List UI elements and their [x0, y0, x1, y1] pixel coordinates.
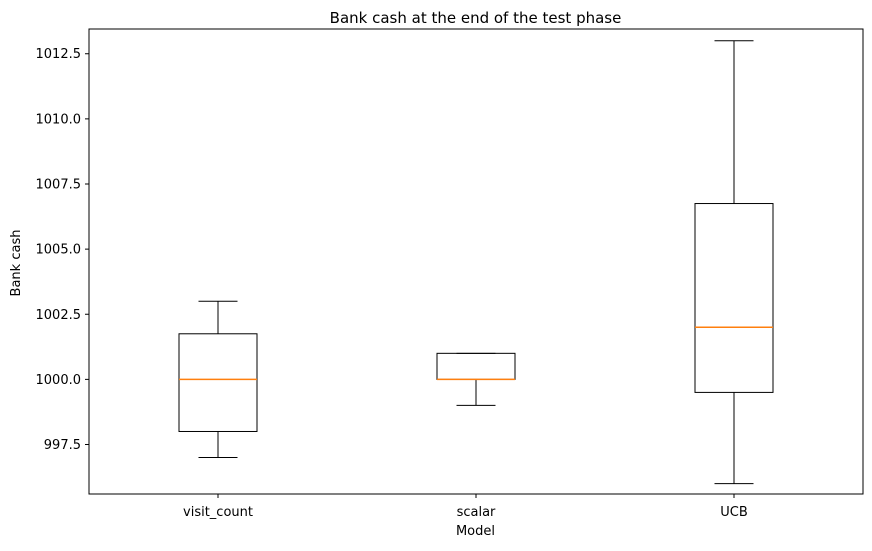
- box-iqr: [694, 203, 774, 393]
- x-axis-label: Model: [456, 524, 495, 539]
- axes-frame: [88, 28, 864, 495]
- y-tick-label: 1007.5: [36, 178, 82, 193]
- box-iqr: [436, 352, 516, 380]
- x-tick-label: UCB: [720, 505, 748, 520]
- chart-title: Bank cash at the end of the test phase: [330, 9, 622, 27]
- y-tick-label: 1005.0: [36, 243, 82, 258]
- y-tick-label: 1000.0: [36, 373, 82, 388]
- y-tick-label: 1010.0: [36, 112, 82, 127]
- y-tick-label: 1002.5: [36, 308, 82, 323]
- y-tick-label: 997.5: [44, 438, 81, 453]
- x-tick-label: visit_count: [183, 505, 253, 520]
- y-tick-label: 1012.5: [36, 47, 82, 62]
- x-tick-label: scalar: [457, 505, 496, 520]
- box-iqr: [178, 333, 258, 432]
- plot-area: 997.5 1000.0 1002.5 1005.0 1007.5 1010.0 1012.…: [36, 40, 774, 520]
- y-axis-label: Bank cash: [9, 230, 24, 297]
